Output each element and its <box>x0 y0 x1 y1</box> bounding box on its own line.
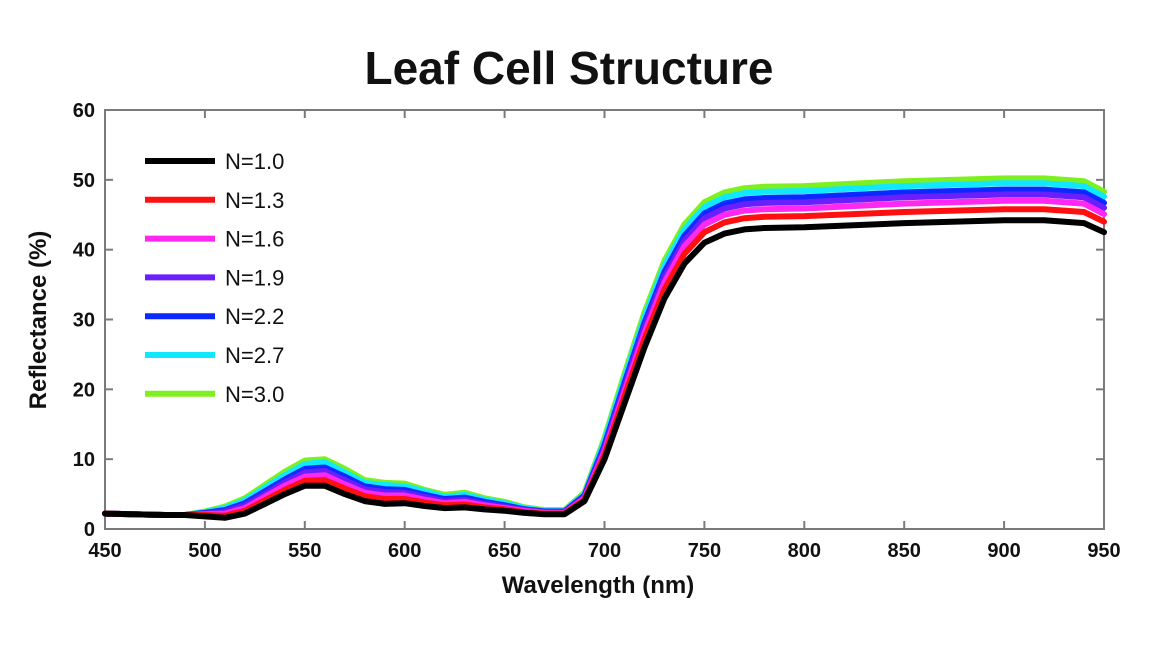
x-tick-label: 700 <box>588 540 621 562</box>
x-tick-label: 950 <box>1087 540 1120 562</box>
series-layer <box>102 175 1107 521</box>
y-tick-label: 60 <box>73 100 95 122</box>
chart-title: Leaf Cell Structure <box>365 42 774 94</box>
legend-label: N=2.2 <box>225 304 284 329</box>
y-tick-label: 0 <box>84 519 95 541</box>
legend-label: N=1.9 <box>225 265 284 290</box>
y-tick-label: 50 <box>73 170 95 192</box>
x-tick-label: 750 <box>688 540 721 562</box>
x-tick-label: 600 <box>388 540 421 562</box>
series-line-n-1-0 <box>102 217 1107 521</box>
x-tick-label: 500 <box>188 540 221 562</box>
legend-label: N=3.0 <box>225 382 284 407</box>
x-tick-label: 450 <box>88 540 121 562</box>
x-tick-label: 550 <box>288 540 321 562</box>
x-tick-label: 800 <box>788 540 821 562</box>
y-tick-label: 20 <box>73 379 95 401</box>
legend: N=1.0 N=1.3 N=1.6 N=1.9 N=2.2 N=2.7 N=3.0 <box>145 149 284 407</box>
x-tick-label: 850 <box>888 540 921 562</box>
legend-label: N=1.6 <box>225 227 284 252</box>
legend-label: N=2.7 <box>225 343 284 368</box>
x-axis-label: Wavelength (nm) <box>502 572 694 599</box>
y-tick-label: 40 <box>73 240 95 262</box>
y-axis-label: Reflectance (%) <box>25 231 52 410</box>
ticks-layer: 450 500 550 600 650 700 750 800 850 900 950 0 10 20 30… <box>73 100 1121 562</box>
y-tick-label: 10 <box>73 449 95 471</box>
y-tick-label: 30 <box>73 310 95 332</box>
x-tick-label: 900 <box>987 540 1020 562</box>
legend-label: N=1.0 <box>225 149 284 174</box>
x-tick-label: 650 <box>488 540 521 562</box>
legend-label: N=1.3 <box>225 188 284 213</box>
